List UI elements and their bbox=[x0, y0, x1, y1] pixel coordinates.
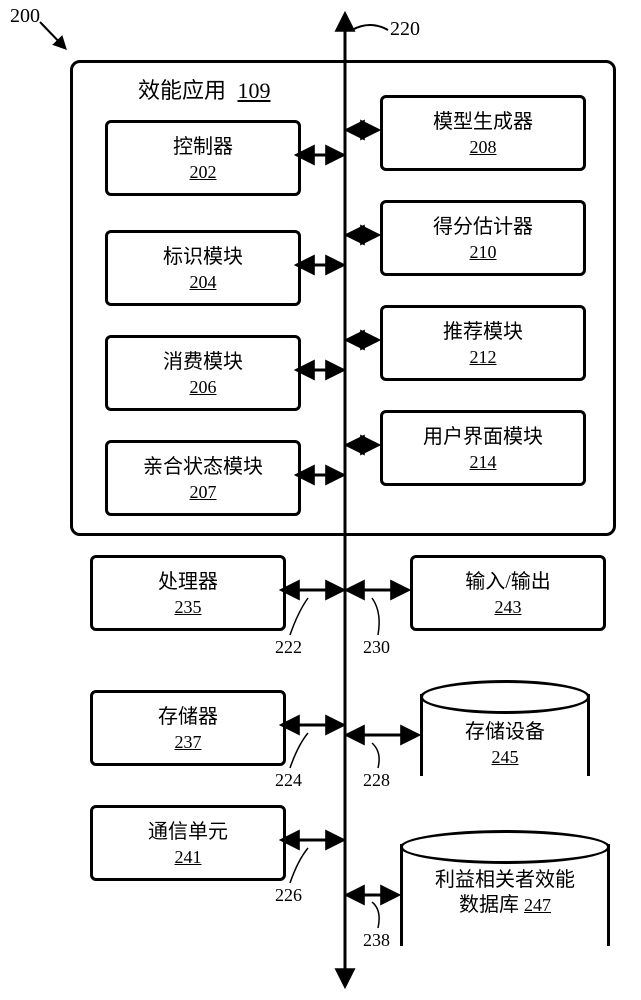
module-score-ref: 210 bbox=[470, 242, 497, 263]
box-processor-label: 处理器 bbox=[158, 569, 218, 595]
module-model-gen-label: 模型生成器 bbox=[433, 109, 533, 135]
module-ui-ref: 214 bbox=[470, 452, 497, 473]
cylinder-db-label2: 数据库 bbox=[459, 894, 519, 916]
lead-238: 238 bbox=[363, 930, 390, 951]
cylinder-storage-ref: 245 bbox=[492, 747, 519, 767]
module-identity-label: 标识模块 bbox=[163, 244, 243, 270]
box-memory-ref: 237 bbox=[175, 732, 202, 753]
diagram-canvas: 200 220 效能应用 109 控制器 202 标识模块 204 消费模块 2… bbox=[0, 0, 641, 1000]
box-processor-ref: 235 bbox=[175, 597, 202, 618]
module-recommend-label: 推荐模块 bbox=[443, 319, 523, 345]
lead-224: 224 bbox=[275, 770, 302, 791]
box-comm: 通信单元 241 bbox=[90, 805, 286, 881]
module-ui-label: 用户界面模块 bbox=[423, 424, 543, 450]
box-io-label: 输入/输出 bbox=[465, 569, 551, 595]
app-title-ref: 109 bbox=[238, 78, 271, 103]
app-title: 效能应用 109 bbox=[138, 73, 271, 105]
lead-228: 228 bbox=[363, 770, 390, 791]
box-comm-label: 通信单元 bbox=[148, 819, 228, 845]
cylinder-storage-label: 存储设备 bbox=[465, 721, 545, 743]
cylinder-db: 利益相关者效能 数据库 247 bbox=[400, 830, 610, 960]
lead-222: 222 bbox=[275, 637, 302, 658]
cylinder-db-ref: 247 bbox=[524, 895, 551, 915]
module-recommend-ref: 212 bbox=[470, 347, 497, 368]
lead-230: 230 bbox=[363, 637, 390, 658]
module-score: 得分估计器 210 bbox=[380, 200, 586, 276]
module-controller-label: 控制器 bbox=[173, 134, 233, 160]
cylinder-storage: 存储设备 245 bbox=[420, 680, 590, 790]
module-ui: 用户界面模块 214 bbox=[380, 410, 586, 486]
module-affinity-label: 亲合状态模块 bbox=[143, 454, 263, 480]
module-model-gen: 模型生成器 208 bbox=[380, 95, 586, 171]
box-io: 输入/输出 243 bbox=[410, 555, 606, 631]
module-consumption-label: 消费模块 bbox=[163, 349, 243, 375]
figure-ref-label: 200 bbox=[10, 5, 40, 28]
module-identity: 标识模块 204 bbox=[105, 230, 301, 306]
box-io-ref: 243 bbox=[495, 597, 522, 618]
module-controller-ref: 202 bbox=[190, 162, 217, 183]
module-recommend: 推荐模块 212 bbox=[380, 305, 586, 381]
module-affinity: 亲合状态模块 207 bbox=[105, 440, 301, 516]
module-model-gen-ref: 208 bbox=[470, 137, 497, 158]
lead-226: 226 bbox=[275, 885, 302, 906]
box-memory: 存储器 237 bbox=[90, 690, 286, 766]
box-memory-label: 存储器 bbox=[158, 704, 218, 730]
bus-ref-label: 220 bbox=[390, 18, 420, 41]
module-consumption-ref: 206 bbox=[190, 377, 217, 398]
box-comm-ref: 241 bbox=[175, 847, 202, 868]
module-identity-ref: 204 bbox=[190, 272, 217, 293]
module-controller: 控制器 202 bbox=[105, 120, 301, 196]
cylinder-db-label1: 利益相关者效能 bbox=[435, 869, 575, 891]
app-title-label: 效能应用 bbox=[138, 78, 226, 103]
module-consumption: 消费模块 206 bbox=[105, 335, 301, 411]
box-processor: 处理器 235 bbox=[90, 555, 286, 631]
module-score-label: 得分估计器 bbox=[433, 214, 533, 240]
module-affinity-ref: 207 bbox=[190, 482, 217, 503]
